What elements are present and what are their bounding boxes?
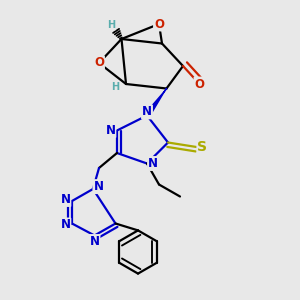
Text: N: N [142,105,152,119]
Text: N: N [89,235,100,248]
Text: N: N [60,193,70,206]
Text: N: N [60,218,70,232]
Text: O: O [154,17,164,31]
Text: N: N [105,124,116,137]
Text: N: N [93,180,103,193]
Text: N: N [148,157,158,170]
Polygon shape [145,88,167,117]
Text: O: O [94,56,104,70]
Text: O: O [194,77,205,91]
Text: H: H [111,82,120,92]
Text: H: H [107,20,115,30]
Text: S: S [197,140,208,154]
